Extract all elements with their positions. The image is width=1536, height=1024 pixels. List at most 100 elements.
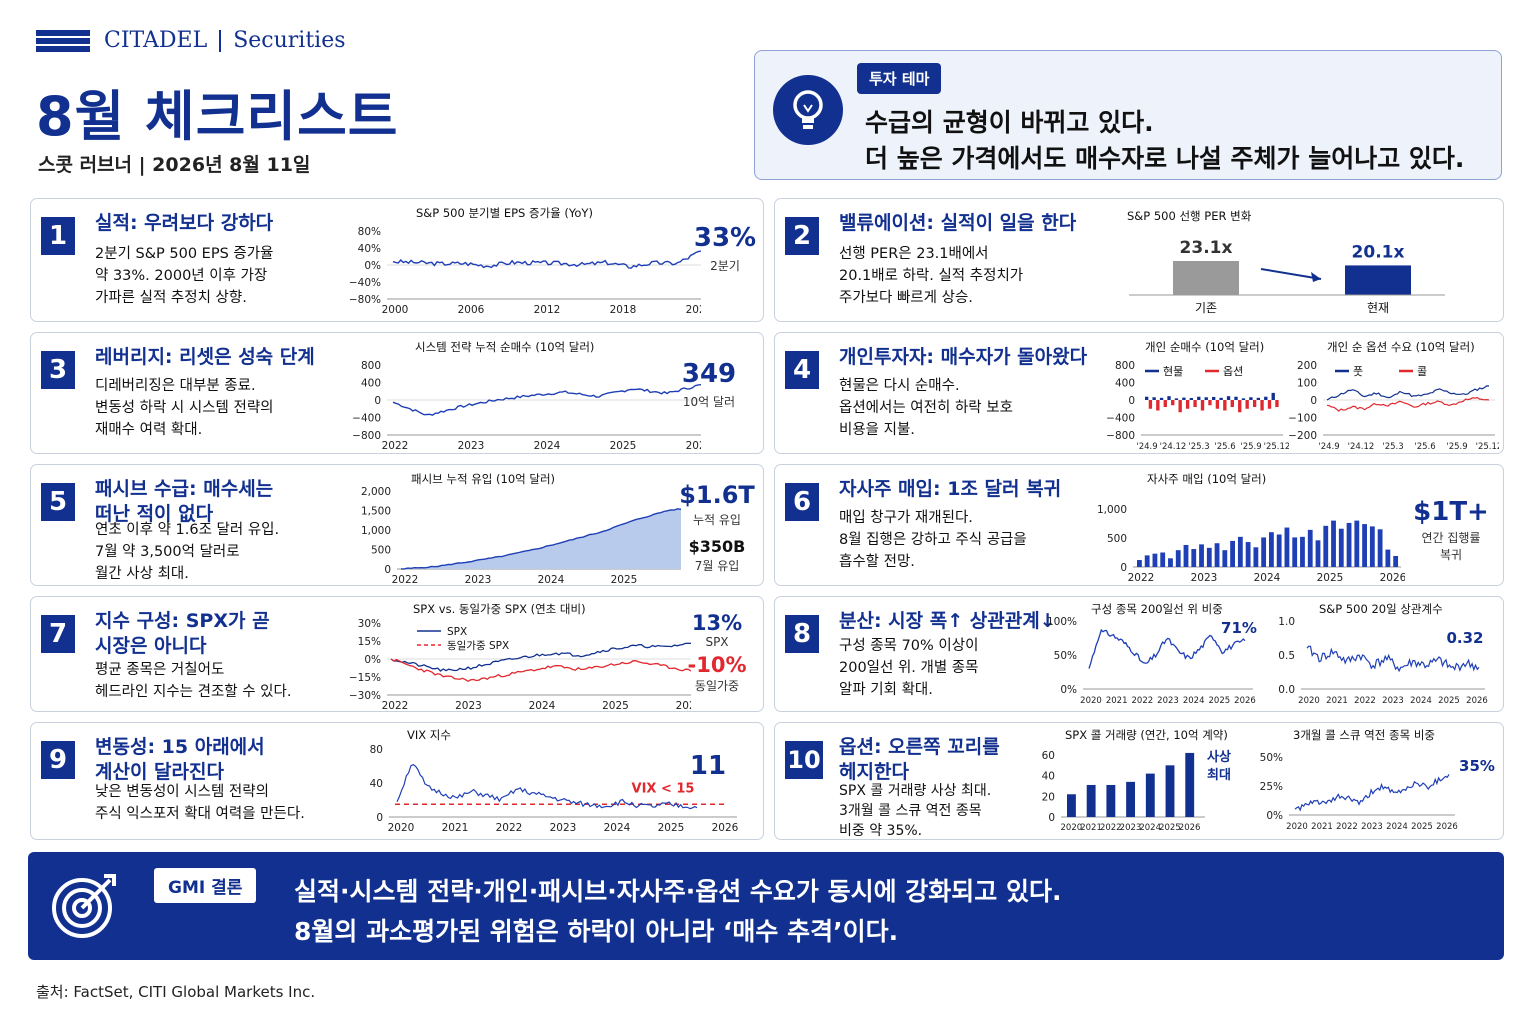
card-value-2-label: 7월 유입 [694,559,740,573]
y-tick-label: 0% [364,260,381,272]
card-title-line: 계산이 달라진다 [95,761,224,783]
card-number: 8 [785,615,819,653]
buyback-bar [1183,544,1189,567]
y-tick-label: 40 [1042,771,1055,783]
card-body-line: 주가보다 빠르게 상승. [839,290,973,306]
legend-label: 옵션 [1223,365,1243,378]
x-tick-label: 2026 [1234,696,1256,706]
x-tick-label: 2023 [1191,572,1218,584]
buyback-bar [1175,550,1181,567]
y-tick-label: 0 [1128,395,1135,407]
spot-bar [1219,397,1223,400]
card-body-line: 흡수할 전망. [839,554,915,570]
options-bar [1163,400,1167,407]
y-tick-label: 0.0 [1278,684,1295,696]
end-value-label: 35% [1459,757,1495,775]
card-volatility: 9 변동성: 15 아래에서 계산이 달라진다 낮은 변동성이 시스템 전략의 … [30,722,764,840]
card-body-line: 매입 창구가 재개된다. [839,510,973,526]
card-body-line: 비중 약 35%. [839,823,923,839]
buyback-bar [1168,558,1173,567]
card-body: SPX 콜 거래량 사상 최대. 3개월 콜 스큐 역전 종목 비중 약 35%… [839,781,991,839]
x-tick-label: 2012 [534,304,561,316]
x-tick-label: 2020 [1080,696,1102,706]
y-tick-label: −200 [1289,430,1317,442]
card-body-line: 2분기 S&P 500 EPS 증가율 [95,246,274,262]
x-tick-label: 2020 [1286,822,1308,832]
y-tick-label: 1.0 [1278,616,1295,628]
card-body-line: 7월 약 3,500억 달러로 [95,544,240,560]
card-value-label-line: 복귀 [1439,548,1463,562]
options-bar [1148,400,1153,409]
y-tick-label: 2,000 [361,486,391,498]
x-tick-label: 2026 [676,700,691,711]
options-bar [1245,400,1249,409]
spot-bar [1159,397,1164,400]
buyback-bar [1230,540,1235,567]
page-title: 8월 체크리스트 [36,85,399,148]
y-tick-label: 0% [1266,810,1283,822]
x-tick-label: 2022 [1128,572,1155,584]
x-tick-label: 2025 [1159,823,1181,833]
x-tick-label: 2024 [1254,572,1281,584]
call-volume-bar [1185,752,1195,817]
annotation-label: 사상 [1207,749,1231,765]
spot-bar [1182,397,1186,400]
buyback-bar [1346,522,1352,567]
card-body-line: 디레버리징은 대부분 종료. [95,378,256,394]
chart-title: 3개월 콜 스큐 역전 종목 비중 [1293,728,1435,742]
x-tick-label: 2022 [1132,696,1154,706]
card-value-label: SPX [705,635,729,649]
x-tick-label: 2024 [604,822,631,834]
y-tick-label: −40% [349,277,381,289]
card-body: 구성 종목 70% 이상이 200일선 위. 개별 종목 알파 기회 확대. [839,635,979,701]
call-volume-bar [1086,784,1096,817]
y-tick-label: 20 [1042,791,1055,803]
theme-line-2: 더 높은 가격에서도 매수자로 나설 주체가 늘어나고 있다. [865,144,1465,173]
x-tick-label: '25.6 [1414,442,1435,452]
card-title: 패시브 수급: 매수세는 떠난 적이 없다 [95,477,273,527]
legend-label: 동일가중 SPX [447,639,509,652]
x-tick-label: '25.3 [1188,442,1209,452]
x-tick-label: 2026 [1380,572,1405,584]
options-bar [1252,400,1257,407]
y-tick-label: 40 [370,778,383,790]
x-tick-label: 2025 [602,700,629,711]
spot-bar [1249,397,1253,400]
buyback-bar [1276,534,1282,567]
y-tick-label: 1,500 [361,506,391,518]
card-number: 3 [41,351,75,389]
conclusion-banner: GMI 결론 실적·시스템 전략·개인·패시브·자사주·옵션 수요가 동시에 강… [28,852,1504,960]
y-tick-label: 200 [1297,360,1317,372]
options-bar [1275,400,1279,407]
chart-title: 구성 종목 200일선 위 비중 [1091,602,1223,616]
x-tick-label: 2023 [455,700,482,711]
x-tick-label: 2024 [534,440,561,452]
options-bar [1238,400,1242,413]
options-bar [1171,400,1175,406]
per-bar [1345,265,1411,295]
y-tick-label: 0% [364,654,381,666]
call-volume-bar [1145,773,1155,817]
x-tick-label: '24.9 [1318,442,1339,452]
y-tick-label: 800 [361,360,381,372]
conclusion-badge: GMI 결론 [154,868,257,903]
eps-growth-line [392,250,701,269]
theme-badge: 투자 테마 [857,63,942,94]
card-body-line: 낮은 변동성이 시스템 전략의 [95,784,269,800]
per-bar [1173,261,1239,295]
card-options: 10 옵션: 오른쪽 꼬리를 헤지한다 SPX 콜 거래량 사상 최대. 3개월… [774,722,1504,840]
card-value-2: $350B [688,537,746,556]
card-number: 6 [785,483,819,521]
spot-bar [1212,396,1216,400]
x-tick-label: 2018 [610,304,637,316]
theme-box: 투자 테마 수급의 균형이 바뀌고 있다. 더 높은 가격에서도 매수자로 나설… [754,50,1502,180]
buyback-bar [1362,524,1367,567]
card-title: 레버리지: 리셋은 성숙 단계 [95,346,315,368]
card-body-line: 옵션에서는 여전히 하락 보호 [839,400,1013,416]
buyback-bar [1137,560,1142,567]
y-tick-label: 500 [371,545,391,557]
card-composition: 7 지수 구성: SPX가 곧 시장은 아니다 평균 종목은 거칠어도 헤드라인… [30,596,764,712]
buyback-bar [1253,547,1259,567]
buyback-bar [1160,552,1166,567]
